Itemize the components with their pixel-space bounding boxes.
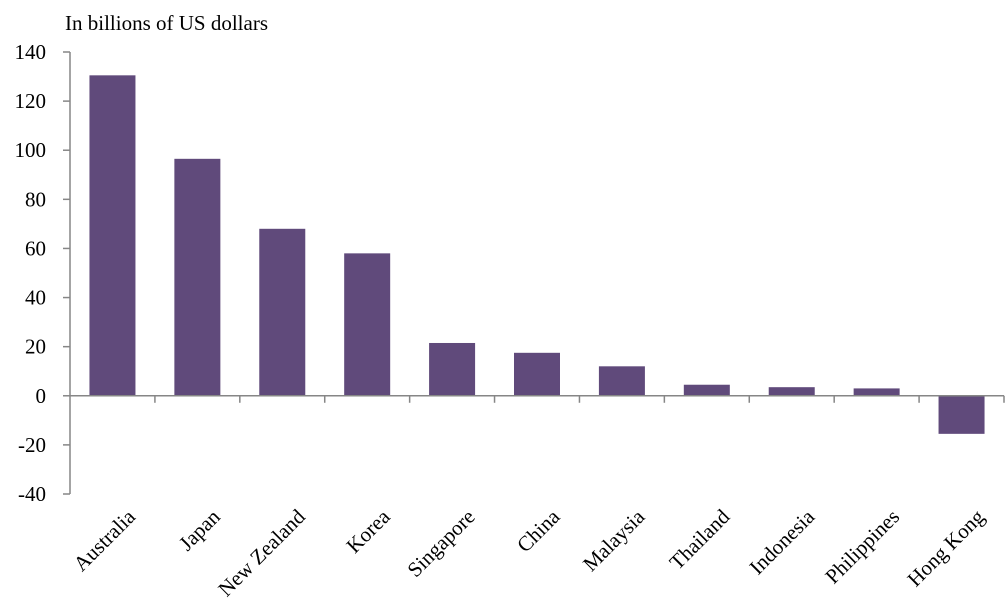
x-tick-label: Japan [174, 504, 225, 555]
x-tick-label: Singapore [402, 505, 479, 582]
bar-malaysia [598, 366, 645, 396]
x-tick-label: New Zealand [213, 504, 310, 601]
y-tick-label: 20 [25, 335, 46, 359]
x-tick-label: China [512, 504, 565, 557]
bar-japan [174, 158, 221, 396]
bar-australia [89, 75, 136, 396]
bar-indonesia [768, 387, 815, 396]
bar-singapore [429, 342, 476, 396]
chart-unit-label: In billions of US dollars [65, 11, 268, 35]
x-tick-label: Korea [341, 504, 395, 558]
x-tick-label: Malaysia [578, 504, 650, 576]
bar-new-zealand [259, 228, 306, 396]
x-tick-label: Australia [69, 504, 141, 576]
bar-china [514, 352, 560, 396]
y-tick-label: 0 [36, 384, 47, 408]
bar-korea [344, 253, 391, 396]
x-tick-label: Thailand [665, 504, 735, 574]
y-tick-label: 120 [15, 89, 47, 113]
y-tick-label: 100 [15, 138, 47, 162]
x-tick-label: Philippines [820, 505, 904, 589]
y-tick-label: 40 [25, 286, 46, 310]
y-tick-label: 140 [15, 40, 47, 64]
x-tick-label: Hong Kong [902, 504, 989, 591]
bar-philippines [853, 388, 900, 396]
y-tick-label: -20 [18, 433, 46, 457]
y-tick-label: 80 [25, 187, 46, 211]
y-axis: 140 120 100 80 60 40 20 0 -20 -40 [15, 40, 71, 506]
bar-hong-kong [938, 395, 985, 434]
bars-group [89, 75, 985, 434]
bar-thailand [683, 384, 730, 396]
x-tick-label: Indonesia [745, 504, 820, 579]
y-tick-label: -40 [18, 482, 46, 506]
y-tick-label: 60 [25, 236, 46, 260]
